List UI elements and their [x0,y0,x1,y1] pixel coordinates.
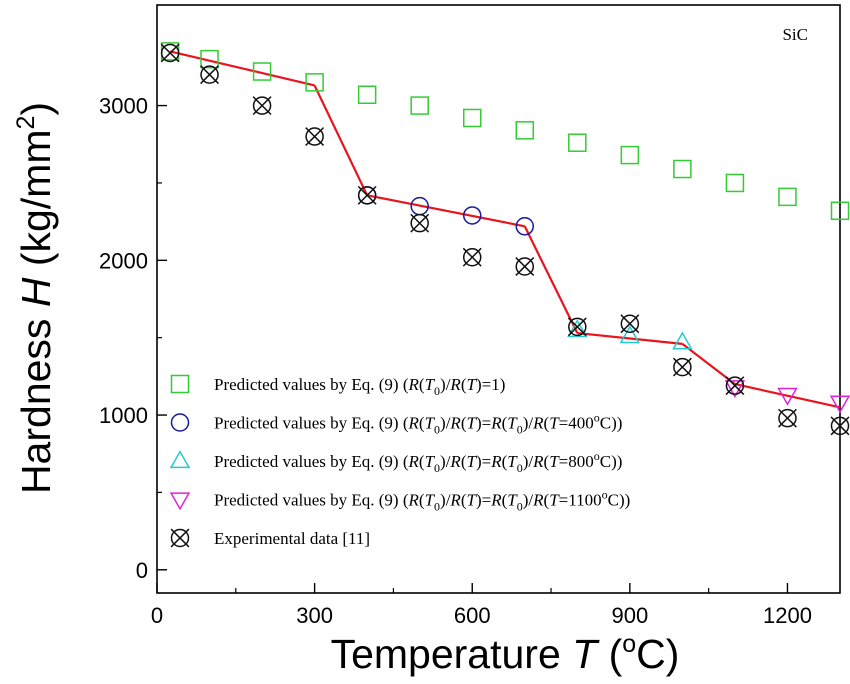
x-tick-label: 300 [296,603,333,628]
series-5-point [830,416,850,436]
fit-line-segment [366,194,525,228]
series-5-point [620,314,640,334]
series-1-point [830,201,850,221]
series-1-point [462,108,482,128]
series-5-point [672,357,692,377]
series-5-point [305,127,325,146]
series-5-point [778,408,797,428]
series-1-point [725,173,745,193]
legend-label-5: Experimental data [11] [214,529,370,548]
series-5-point [725,376,745,396]
series-5-point [462,247,482,267]
series-4-point [777,387,798,406]
series-1-point [515,121,535,140]
x-axis-label: Temperature T (oC) [331,630,680,677]
series-5-point [515,257,535,276]
x-tick-label: 600 [454,603,491,628]
x-tick-label: 900 [611,603,648,628]
series-1-point [252,62,272,81]
series-5-point [252,96,272,116]
series-5-point [410,213,430,233]
series-2-point [515,217,535,236]
series-3-point [567,319,588,338]
y-tick-label: 1000 [99,403,148,428]
fit-line-segment [734,383,841,409]
series-1-point [568,133,587,152]
legend-label-2: Predicted values by Eq. (9) (R(T0)/R(T)=… [214,411,622,437]
y-tick-label: 2000 [99,248,148,273]
series-5-point [567,317,587,337]
y-axis-label: Hardness H (kg/mm2) [12,102,59,494]
series-1-point [200,49,219,69]
x-tick-label: 1200 [763,603,812,628]
series-5-point [160,43,180,63]
series-1-point [357,85,377,104]
data-markers [160,42,850,436]
series-3-point [619,325,641,344]
legend-marker-5 [170,528,190,548]
y-tick-label: 0 [136,558,148,583]
series-5-point [200,65,219,85]
series-5-point [357,185,377,205]
fit-line-segment [577,331,683,345]
series-1-point [673,159,692,179]
series-3-point [672,331,693,350]
series-1-point [620,145,640,165]
series-4-point [724,380,746,399]
legend-label-1: Predicted values by Eq. (9) (R(T0)/R(T)=… [214,375,505,398]
series-1-point [305,73,324,92]
annotation-sic: SiC [782,25,808,44]
legend-marker-4 [169,492,191,511]
y-tick-label: 3000 [99,94,148,119]
legend-label-4: Predicted values by Eq. (9) (R(T0)/R(T)=… [214,488,630,514]
legend-marker-1 [170,374,190,394]
series-1-point [410,96,429,115]
series-2-point [462,206,482,225]
x-tick-label: 0 [151,603,163,628]
fit-line-segment [313,84,369,196]
fit-line-segment [169,50,315,87]
plot-frame [156,4,841,594]
fit-line-segment [523,225,579,334]
legend-marker-2 [170,413,190,432]
series-4-point [829,395,850,414]
axis-ticks: 0 300 600 900 1200 0 1000 2000 3000 [99,94,812,628]
series-1-point [778,187,797,207]
legend-label-3: Predicted values by Eq. (9) (R(T0)/R(T)=… [214,449,622,475]
legend-marker-3 [169,450,191,469]
legend: Predicted values by Eq. (9) (R(T0)/R(T)=… [169,374,630,548]
